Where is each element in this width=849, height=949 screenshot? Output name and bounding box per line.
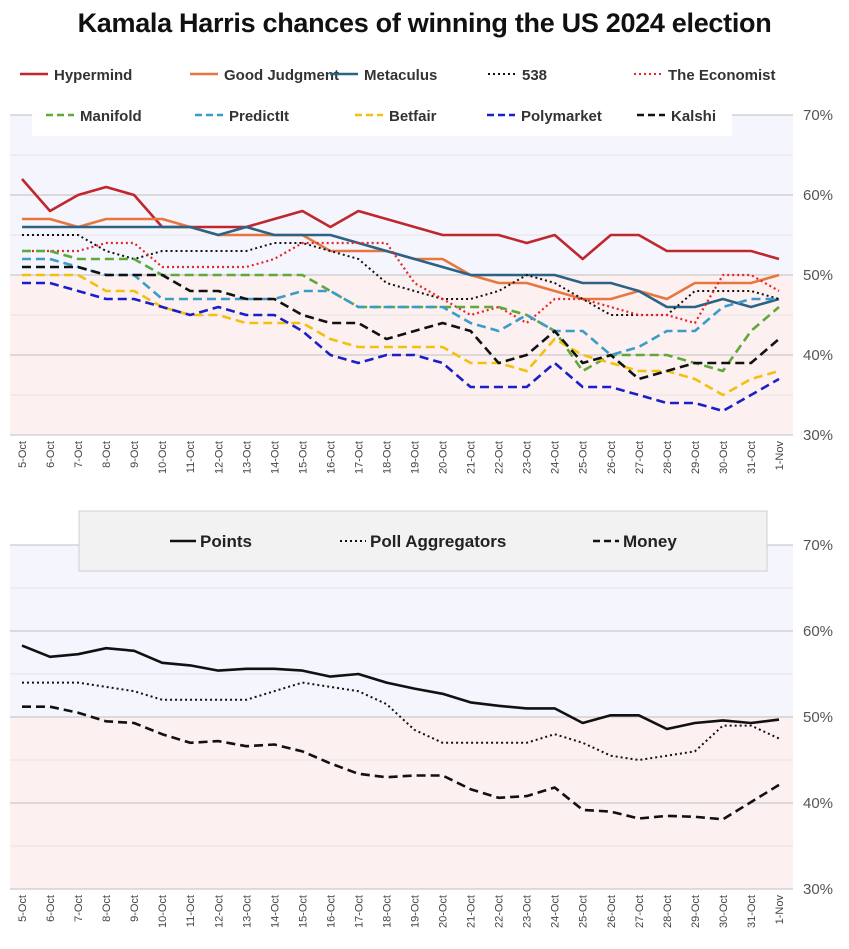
- legend-label-kalshi: Kalshi: [671, 108, 716, 125]
- legend-label-poll-aggregators: Poll Aggregators: [370, 532, 506, 551]
- series-line-the-economist: [22, 241, 780, 325]
- legend-box: [32, 58, 732, 136]
- series-line-money: [22, 705, 780, 821]
- y-tick-label: 70%: [803, 107, 833, 124]
- x-tick-label: 24-Oct: [550, 441, 562, 474]
- series-line-metaculus: [22, 225, 780, 309]
- x-tick-label: 22-Oct: [494, 895, 506, 928]
- x-tick-label: 22-Oct: [494, 441, 506, 474]
- chart-upper: Hypermind Good Judgment Metaculus 538 The Ec…: [10, 58, 833, 474]
- x-tick-label: 1-Nov: [774, 441, 786, 471]
- x-tick-label: 18-Oct: [381, 441, 393, 474]
- y-tick-label: 60%: [803, 623, 833, 640]
- x-tick-label: 13-Oct: [241, 441, 253, 474]
- x-tick-label: 8-Oct: [101, 895, 113, 922]
- y-tick-label: 40%: [803, 347, 833, 364]
- legend-label-good-judgment: Good Judgment: [224, 67, 339, 84]
- x-tick-label: 10-Oct: [157, 895, 169, 928]
- x-tick-label: 23-Oct: [522, 441, 534, 474]
- series-line-points: [21, 644, 780, 731]
- x-tick-label: 6-Oct: [45, 441, 57, 468]
- x-tick-label: 12-Oct: [213, 895, 225, 928]
- x-tick-label: 27-Oct: [634, 895, 646, 928]
- y-tick-label: 70%: [803, 537, 833, 554]
- x-tick-label: 7-Oct: [73, 441, 85, 468]
- x-tick-label: 17-Oct: [353, 441, 365, 474]
- x-tick-label: 16-Oct: [325, 895, 337, 928]
- x-tick-label: 30-Oct: [718, 895, 730, 928]
- legend-label-predictit: PredictIt: [229, 108, 289, 125]
- legend-label-points: Points: [200, 532, 252, 551]
- x-tick-label: 19-Oct: [410, 441, 422, 474]
- x-tick-label: 6-Oct: [45, 895, 57, 922]
- x-tick-label: 14-Oct: [269, 441, 281, 474]
- x-tick-label: 18-Oct: [381, 895, 393, 928]
- x-tick-label: 25-Oct: [578, 895, 590, 928]
- x-tick-label: 23-Oct: [522, 895, 534, 928]
- series-line-polymarket: [22, 281, 780, 413]
- x-tick-label: 29-Oct: [690, 895, 702, 928]
- x-tick-label: 11-Oct: [185, 895, 197, 927]
- x-tick-label: 31-Oct: [746, 441, 758, 474]
- series-line-predictit: [22, 257, 779, 357]
- legend-label-polymarket: Polymarket: [521, 108, 602, 125]
- x-tick-label: 25-Oct: [578, 441, 590, 474]
- x-tick-label: 30-Oct: [718, 441, 730, 474]
- x-tick-label: 28-Oct: [662, 895, 674, 928]
- legend-label-hypermind: Hypermind: [54, 67, 132, 84]
- x-tick-label: 9-Oct: [129, 895, 141, 922]
- legend-label-538: 538: [522, 67, 547, 84]
- x-tick-label: 24-Oct: [550, 895, 562, 928]
- x-tick-label: 10-Oct: [157, 441, 169, 474]
- x-tick-label: 27-Oct: [634, 441, 646, 474]
- x-tick-label: 19-Oct: [410, 895, 422, 928]
- x-tick-label: 12-Oct: [213, 441, 225, 474]
- series-line-hypermind: [21, 178, 780, 261]
- y-tick-label: 40%: [803, 795, 833, 812]
- x-tick-label: 31-Oct: [746, 895, 758, 928]
- x-tick-label: 7-Oct: [73, 895, 85, 922]
- x-tick-label: 28-Oct: [662, 441, 674, 474]
- chart-title: Kamala Harris chances of winning the US …: [77, 8, 772, 38]
- x-tick-label: 21-Oct: [466, 895, 478, 928]
- legend-label-money: Money: [623, 532, 677, 551]
- x-tick-label: 21-Oct: [466, 441, 478, 474]
- series-line-betfair: [22, 273, 780, 397]
- x-tick-label: 26-Oct: [606, 895, 618, 928]
- x-tick-label: 9-Oct: [129, 441, 141, 468]
- y-tick-label: 60%: [803, 187, 833, 204]
- x-tick-label: 8-Oct: [101, 441, 113, 468]
- legend-label-betfair: Betfair: [389, 108, 437, 125]
- y-tick-label: 30%: [803, 881, 833, 898]
- x-tick-label: 5-Oct: [17, 441, 29, 468]
- x-tick-label: 11-Oct: [185, 441, 197, 473]
- y-tick-label: 50%: [803, 267, 833, 284]
- chart-lower: Points Poll Aggregators Money 70% 60% 50% 40%…: [10, 510, 833, 928]
- legend-label-manifold: Manifold: [80, 108, 142, 125]
- x-tick-label: 17-Oct: [353, 895, 365, 928]
- x-tick-label: 29-Oct: [690, 441, 702, 474]
- x-tick-label: 16-Oct: [325, 441, 337, 474]
- x-tick-label: 15-Oct: [297, 441, 309, 474]
- legend-label-metaculus: Metaculus: [364, 67, 437, 84]
- series-line-poll-aggregators: [22, 681, 780, 761]
- y-tick-label: 30%: [803, 427, 833, 444]
- x-tick-label: 26-Oct: [606, 441, 618, 474]
- series-line-kalshi: [22, 265, 780, 381]
- x-tick-label: 13-Oct: [241, 895, 253, 928]
- x-tick-label: 20-Oct: [438, 441, 450, 474]
- x-tick-label: 1-Nov: [774, 895, 786, 925]
- x-tick-label: 14-Oct: [269, 895, 281, 928]
- x-tick-label: 5-Oct: [17, 895, 29, 922]
- x-tick-label: 15-Oct: [297, 895, 309, 928]
- legend-label-the-economist: The Economist: [668, 67, 776, 84]
- y-tick-label: 50%: [803, 709, 833, 726]
- x-tick-label: 20-Oct: [438, 895, 450, 928]
